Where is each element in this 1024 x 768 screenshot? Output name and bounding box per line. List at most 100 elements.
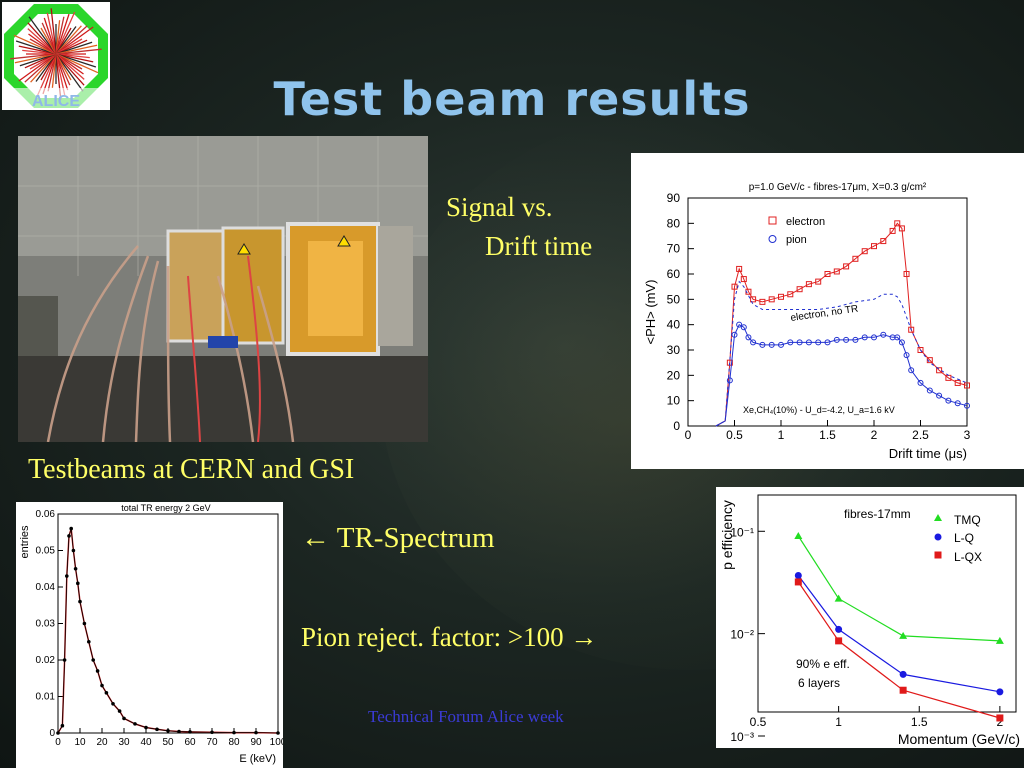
alice-logo: ALICE	[2, 2, 110, 110]
tr-spectrum-data-line	[57, 528, 279, 734]
data-point-pion	[824, 339, 831, 346]
plot-frame	[57, 513, 279, 734]
data-point-electron	[964, 382, 970, 389]
logo-ray	[55, 11, 76, 55]
testbeam-photo	[18, 136, 428, 442]
annotation-layers: 6 layers	[798, 676, 840, 690]
series-line-electron-no-tr	[715, 280, 968, 427]
tr-spectrum-sim-line	[57, 528, 279, 734]
logo-ray	[55, 26, 94, 55]
tr-spectrum-point	[232, 730, 236, 735]
data-point-pion	[852, 336, 859, 343]
data-point-electron	[880, 238, 887, 245]
x-tick-label: 1.5	[911, 715, 928, 729]
data-point-pion	[871, 334, 877, 341]
tr-spectrum-point	[95, 669, 100, 673]
logo-ray	[18, 53, 57, 82]
series-line-l-qx	[797, 581, 1001, 719]
logo-ray	[30, 53, 57, 83]
tr-spectrum-point	[133, 722, 137, 726]
tr-spectrum-point	[210, 730, 214, 735]
y-tick-label: 0	[49, 728, 55, 739]
data-point-pion	[954, 400, 961, 407]
logo-ray	[55, 41, 93, 55]
y-tick-label: 70	[667, 242, 681, 256]
data-point-pion	[778, 341, 784, 348]
logo-ray	[18, 45, 57, 55]
data-point-lqx	[996, 714, 1004, 722]
legend-marker-lq	[934, 533, 942, 541]
data-point-electron	[852, 255, 859, 262]
data-point-pion	[768, 341, 775, 348]
y-tick-label: 30	[667, 343, 681, 357]
data-point-electron	[871, 243, 877, 250]
x-tick-label: 0.5	[726, 428, 743, 442]
tr-spectrum-point	[71, 548, 76, 553]
y-axis-label: entries	[19, 525, 31, 559]
tr-spectrum-point	[67, 534, 71, 538]
data-point-electron	[894, 220, 901, 227]
logo-ray	[42, 53, 57, 95]
data-point-electron	[954, 379, 961, 386]
legend-label-pion: pion	[786, 234, 807, 246]
annotation-conditions: Xe,CH₄(10%) - U_d=-4.2, U_a=1.6 kV	[743, 405, 895, 415]
logo-ray	[55, 53, 84, 92]
data-point-pion	[815, 339, 822, 346]
y-tick-label: 0.04	[36, 582, 56, 593]
data-point-electron	[740, 276, 747, 283]
data-point-electron	[778, 293, 784, 300]
y-tick-label: 0.02	[36, 655, 56, 666]
logo-ray	[13, 34, 57, 55]
x-tick-label: 70	[206, 737, 218, 748]
tr-spectrum-point	[104, 691, 109, 695]
legend-label-tmq: TMQ	[954, 513, 981, 527]
data-point-electron	[861, 248, 868, 255]
x-tick-label: 2	[997, 715, 1004, 729]
data-point-electron	[908, 326, 915, 333]
y-tick-label: 50	[667, 292, 681, 306]
data-point-electron	[736, 265, 743, 272]
logo-ray	[55, 48, 102, 55]
y-tick-label: 80	[667, 216, 681, 230]
data-point-pion	[964, 402, 970, 409]
x-axis-label: Drift time (μs)	[889, 446, 967, 461]
tr-spectrum-point	[62, 658, 67, 662]
annotation-fibres: fibres-17mm	[844, 507, 911, 521]
data-point-pion	[805, 339, 812, 346]
data-point-pion	[945, 397, 952, 404]
logo-ray	[46, 12, 57, 55]
plot-frame	[757, 494, 1017, 713]
logo-ray	[15, 40, 57, 55]
series-line-tmq	[797, 535, 1000, 642]
y-tick-label: 0	[673, 419, 680, 433]
logo-ray	[47, 53, 57, 92]
data-point-electron	[759, 298, 766, 305]
tr-spectrum-point	[100, 683, 104, 688]
data-point-electron	[805, 281, 812, 288]
tr-spectrum-point	[82, 621, 87, 626]
logo-ray	[43, 17, 57, 55]
data-point-pion	[861, 334, 868, 341]
data-point-pion	[926, 387, 933, 394]
data-point-electron	[768, 296, 775, 303]
x-tick-label: 2.5	[912, 428, 929, 442]
data-point-electron	[903, 271, 910, 277]
tr-spectrum-chart: total TR energy 2 GeV 0 10 20 30 40 50 60 70 80 90…	[16, 502, 283, 768]
data-point-electron	[815, 278, 822, 285]
data-point-electron	[926, 357, 933, 364]
x-tick-label: 0	[55, 737, 61, 748]
y-tick-label: 0.05	[36, 546, 56, 557]
y-axis-label: p efficiency	[719, 500, 735, 570]
data-point-electron	[731, 283, 738, 290]
data-point-pion	[736, 321, 743, 328]
data-point-pion	[880, 331, 887, 338]
x-tick-label: 80	[228, 737, 240, 748]
logo-ray	[55, 16, 65, 55]
y-tick-label: 0.01	[36, 692, 56, 703]
data-point-pion	[936, 392, 943, 399]
data-point-pion	[903, 352, 910, 359]
data-point-lqx	[794, 578, 802, 586]
logo-ray	[55, 53, 99, 74]
y-tick-label: 90	[667, 191, 681, 205]
slide-title: Test beam results	[273, 72, 751, 126]
